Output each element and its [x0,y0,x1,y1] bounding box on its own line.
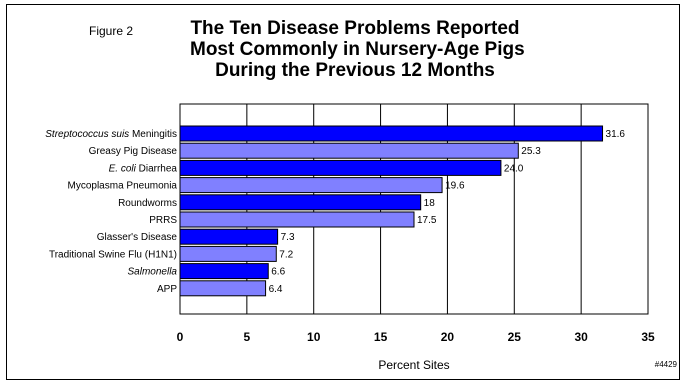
category-label: APP [157,284,177,295]
bar-value-label: 7.3 [281,232,295,243]
bar-value-label: 17.5 [417,215,437,226]
bar-value-label: 6.4 [269,284,283,295]
category-label: Salmonella [128,267,178,278]
category-label: PRRS [149,215,177,226]
category-label: Mycoplasma Pneumonia [68,181,178,192]
bar-value-label: 19.6 [445,181,465,192]
bar [179,228,279,245]
bar [179,280,267,297]
x-tick-label: 35 [641,330,655,344]
bar [179,159,502,176]
x-axis-label: Percent Sites [378,358,450,372]
bar-value-label: 24.0 [504,163,524,174]
title-line-3: During the Previous 12 Months [215,60,495,81]
bar [179,177,443,194]
bar-value-label: 7.2 [279,249,293,260]
bar [179,245,277,262]
category-label: Glasser's Disease [97,232,178,243]
category-label: Traditional Swine Flu (H1N1) [49,249,177,260]
x-tick-label: 15 [374,330,388,344]
reference-code: #4429 [654,360,677,369]
chart-title: The Ten Disease Problems Reported Most C… [190,18,525,81]
x-tick-label: 5 [244,330,251,344]
bar-value-label: 31.6 [606,129,626,140]
bar-value-label: 18 [424,198,436,209]
x-tick-label: 20 [441,330,455,344]
bar [179,194,422,211]
x-tick-label: 10 [307,330,321,344]
title-line-2: Most Commonly in Nursery-Age Pigs [190,39,525,60]
bar [179,211,415,228]
title-line-1: The Ten Disease Problems Reported [190,18,520,39]
x-tick-label: 25 [508,330,522,344]
category-label: Streptococcus suis Meningitis [45,129,177,140]
figure-label: Figure 2 [89,24,134,38]
bar-value-label: 25.3 [521,146,541,157]
category-label: E. coli Diarrhea [109,163,178,174]
bar [179,142,519,159]
bar [179,263,269,280]
x-tick-label: 0 [177,330,184,344]
category-label: Roundworms [118,198,177,209]
bar-value-label: 6.6 [271,267,285,278]
category-label: Greasy Pig Disease [89,146,178,157]
bar [179,125,604,142]
x-tick-label: 30 [574,330,588,344]
